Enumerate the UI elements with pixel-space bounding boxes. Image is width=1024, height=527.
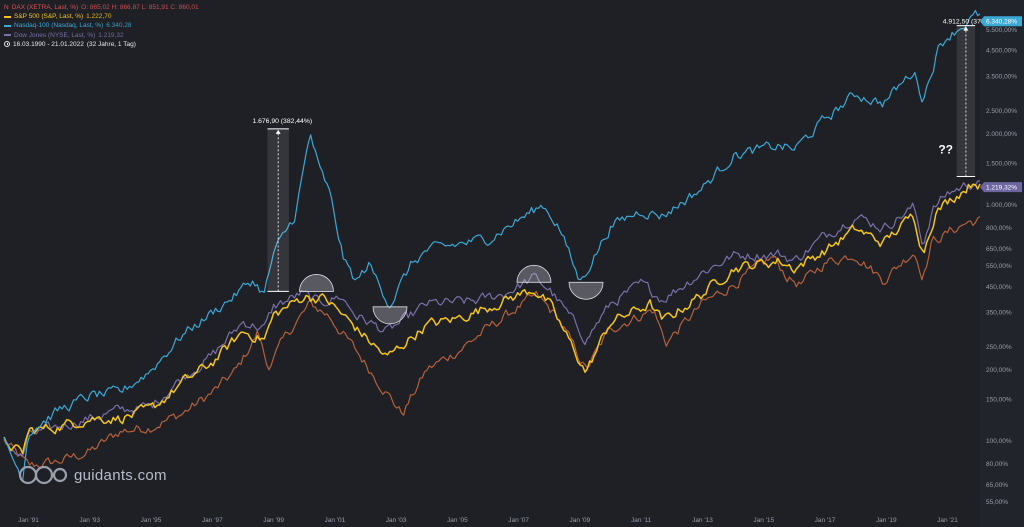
series-layer — [3, 9, 981, 482]
y-tick-label: 800,00% — [986, 225, 1012, 232]
y-tick-label: 250,00% — [986, 344, 1012, 351]
series-line-4 — [3, 9, 981, 482]
guidants-logo: guidants.com — [18, 465, 167, 485]
y-tick-label: 150,00% — [986, 396, 1012, 403]
clock-icon — [4, 41, 10, 48]
date-range-note: (32 Jahre, 1 Tag) — [86, 40, 136, 48]
end-value-tags: 6.340,28% 1.219,32% — [980, 16, 1022, 193]
end-value-tag: 1.219,32% — [980, 182, 1022, 193]
tag-label: 1.219,32% — [986, 184, 1017, 191]
x-tick-label: Jan '15 — [753, 517, 774, 524]
legend-label: S&P 500 (S&P, Last, %) — [14, 13, 84, 21]
legend-values: 6.340,28 — [106, 22, 132, 30]
y-tick-label: 100,00% — [986, 438, 1012, 445]
measure-label: 1.676,90 (382,44%) — [252, 118, 312, 125]
cycle-arc — [568, 281, 604, 300]
legend-swatch — [4, 25, 11, 27]
y-tick-label: 650,00% — [986, 246, 1012, 253]
legend: N DAX (XETRA, Last, %) O: 865,02 H: 866,… — [4, 3, 199, 49]
x-tick-label: Jan '13 — [692, 517, 713, 524]
x-tick-label: Jan '19 — [876, 517, 897, 524]
measure-arrowhead — [963, 26, 969, 31]
legend-values: O: 865,02 H: 866,87 L: 851,91 C: 860,01 — [81, 4, 199, 11]
measure-arrowhead — [275, 129, 281, 134]
legend-values: 1.222,70 — [86, 13, 112, 21]
x-axis: Jan '91 Jan '93 Jan '95 Jan '97 Jan '99 Jan '… — [18, 517, 958, 524]
tag-label: 6.340,28% — [986, 19, 1017, 26]
y-tick-label: 65,00% — [986, 482, 1008, 489]
series-line-3 — [3, 183, 981, 455]
y-tick-label: 4.500,00% — [986, 48, 1017, 55]
y-tick-label: 350,00% — [986, 310, 1012, 317]
y-tick-label: 5.500,00% — [986, 27, 1017, 34]
guidants-logo-icon — [18, 465, 68, 485]
cycle-arc — [372, 306, 408, 325]
y-tick-label: 3.500,00% — [986, 74, 1017, 81]
y-tick-label: 550,00% — [986, 263, 1012, 270]
legend-swatch — [4, 15, 11, 18]
x-tick-label: Jan '93 — [79, 517, 100, 524]
logo-text: guidants.com — [74, 466, 167, 484]
x-tick-label: Jan '91 — [18, 517, 39, 524]
y-tick-label: 2.500,00% — [986, 108, 1017, 115]
y-tick-label: 2.000,00% — [986, 131, 1017, 138]
end-value-tag: 6.340,28% — [980, 16, 1022, 27]
legend-swatch — [4, 34, 11, 37]
series-line-1 — [3, 216, 981, 469]
x-tick-label: Jan '11 — [631, 517, 652, 524]
measure-box — [956, 25, 976, 177]
y-tick-label: 450,00% — [986, 284, 1012, 291]
x-tick-label: Jan '95 — [141, 517, 162, 524]
y-tick-label: 1.000,00% — [986, 202, 1017, 209]
x-tick-label: Jan '01 — [324, 517, 345, 524]
x-tick-label: Jan '99 — [263, 517, 284, 524]
series-line-2 — [3, 180, 981, 457]
legend-nasdaq[interactable]: Nasdaq-100 (Nasdaq, Last, %) 6.340,28 — [4, 21, 199, 30]
legend-sp500[interactable]: S&P 500 (S&P, Last, %) 1.222,70 — [4, 12, 199, 21]
y-tick-label: 80,00% — [986, 461, 1008, 468]
legend-dax[interactable]: N DAX (XETRA, Last, %) O: 865,02 H: 866,… — [4, 3, 199, 12]
question-marks: ?? — [938, 143, 953, 157]
tag-shape — [980, 182, 1022, 193]
legend-dowjones[interactable]: Dow Jones (NYSE, Last, %) 1.219,32 — [4, 31, 199, 40]
cycle-arc — [299, 274, 334, 292]
x-tick-label: Jan '17 — [815, 517, 836, 524]
legend-label: DAX (XETRA, Last, %) — [11, 4, 79, 11]
x-tick-label: Jan '09 — [570, 517, 591, 524]
x-tick-label: Jan '05 — [447, 517, 468, 524]
legend-label: Dow Jones (NYSE, Last, %) — [14, 31, 96, 39]
x-tick-label: Jan '21 — [937, 517, 958, 524]
tag-shape — [980, 16, 1022, 27]
y-tick-label: 1.500,00% — [986, 160, 1017, 167]
measure-label: 4.912,50 (373,47%) — [943, 19, 1003, 26]
x-tick-label: Jan '07 — [508, 517, 529, 524]
x-tick-label: Jan '97 — [202, 517, 223, 524]
date-range[interactable]: 16.03.1990 - 21.01.2022 (32 Jahre, 1 Tag… — [4, 40, 199, 49]
annotation-layer: 1.676,90 (382,44%) 4.912,50 (373,47%)?? — [252, 19, 1003, 325]
legend-label: Nasdaq-100 (Nasdaq, Last, %) — [14, 22, 104, 30]
date-range-text: 16.03.1990 - 21.01.2022 — [13, 40, 84, 48]
legend-symbol: N — [4, 4, 9, 11]
x-tick-label: Jan '03 — [386, 517, 407, 524]
legend-values: 1.219,32 — [98, 31, 124, 39]
y-tick-label: 55,00% — [986, 499, 1008, 506]
cycle-arc — [516, 264, 552, 283]
y-tick-label: 200,00% — [986, 367, 1012, 374]
